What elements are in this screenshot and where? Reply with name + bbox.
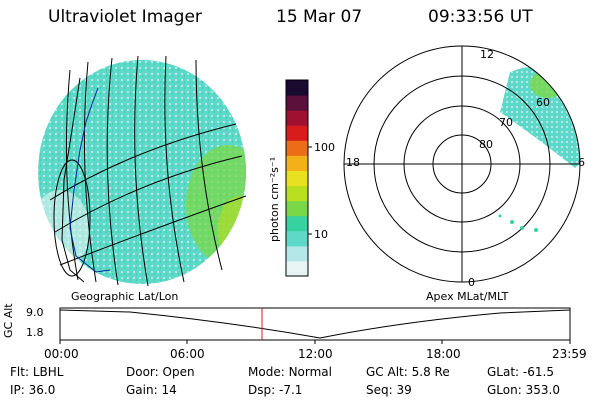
polar-grid [343, 45, 581, 283]
colorbar-swatch [286, 140, 308, 156]
status-ip: IP: 36.0 [10, 383, 56, 397]
mlt-label-noon: 12 [480, 48, 494, 61]
status-seq: Seq: 39 [366, 383, 412, 397]
altitude-y-top: 9.0 [26, 306, 44, 319]
instrument-title: Ultraviolet Imager [48, 7, 202, 27]
status-mode: Mode: Normal [248, 365, 332, 379]
colorbar-swatch [286, 245, 308, 262]
mlt-label-dawn: 6 [578, 156, 585, 169]
x-tick-1200: 12:00 [298, 347, 333, 361]
status-filter: Flt: LBHL [10, 365, 64, 379]
colorbar-swatch [286, 95, 308, 111]
colorbar-swatch [286, 200, 308, 217]
altitude-ylabel: GC Alt [2, 303, 15, 338]
colorbar-swatch [286, 170, 308, 187]
status-glat: GLat: -61.5 [487, 365, 554, 379]
colorbar-swatches [286, 80, 308, 277]
x-tick-0000: 00:00 [44, 347, 79, 361]
image-time: 09:33:56 UT [428, 7, 533, 27]
mlt-label-midnight: 0 [468, 276, 475, 289]
x-tick-1800: 18:00 [426, 347, 461, 361]
colorbar-swatch [286, 260, 308, 277]
left-panel-caption: Geographic Lat/Lon [71, 290, 179, 303]
colorbar-swatch [286, 215, 308, 232]
lat-ring-60: 60 [536, 96, 550, 109]
status-gain: Gain: 14 [126, 383, 177, 397]
status-dsp: Dsp: -7.1 [248, 383, 303, 397]
auroral-dots [498, 214, 538, 232]
colorbar-swatch [286, 125, 308, 141]
x-tick-2359: 23:59 [552, 347, 587, 361]
colorbar-tick-10: 10 [314, 228, 328, 241]
status-gc-alt: GC Alt: 5.8 Re [366, 365, 450, 379]
colorbar-swatch [286, 155, 308, 171]
altitude-y-bottom: 1.8 [26, 326, 44, 339]
mlt-label-dusk: 18 [346, 156, 360, 169]
coastline [69, 87, 111, 273]
colorbar-swatch [286, 230, 308, 247]
colorbar-swatch [286, 110, 308, 126]
status-glon: GLon: 353.0 [487, 383, 560, 397]
lat-lon-grid [49, 55, 247, 287]
status-door: Door: Open [126, 365, 195, 379]
right-panel-caption: Apex MLat/MLT [426, 290, 509, 303]
colorbar-swatch [286, 80, 308, 96]
colorbar-swatch [286, 185, 308, 202]
lat-ring-70: 70 [499, 116, 513, 129]
x-tick-0600: 06:00 [170, 347, 205, 361]
colorbar-tick-100: 100 [314, 141, 335, 154]
lat-ring-80: 80 [479, 138, 493, 151]
image-date: 15 Mar 07 [276, 7, 363, 27]
